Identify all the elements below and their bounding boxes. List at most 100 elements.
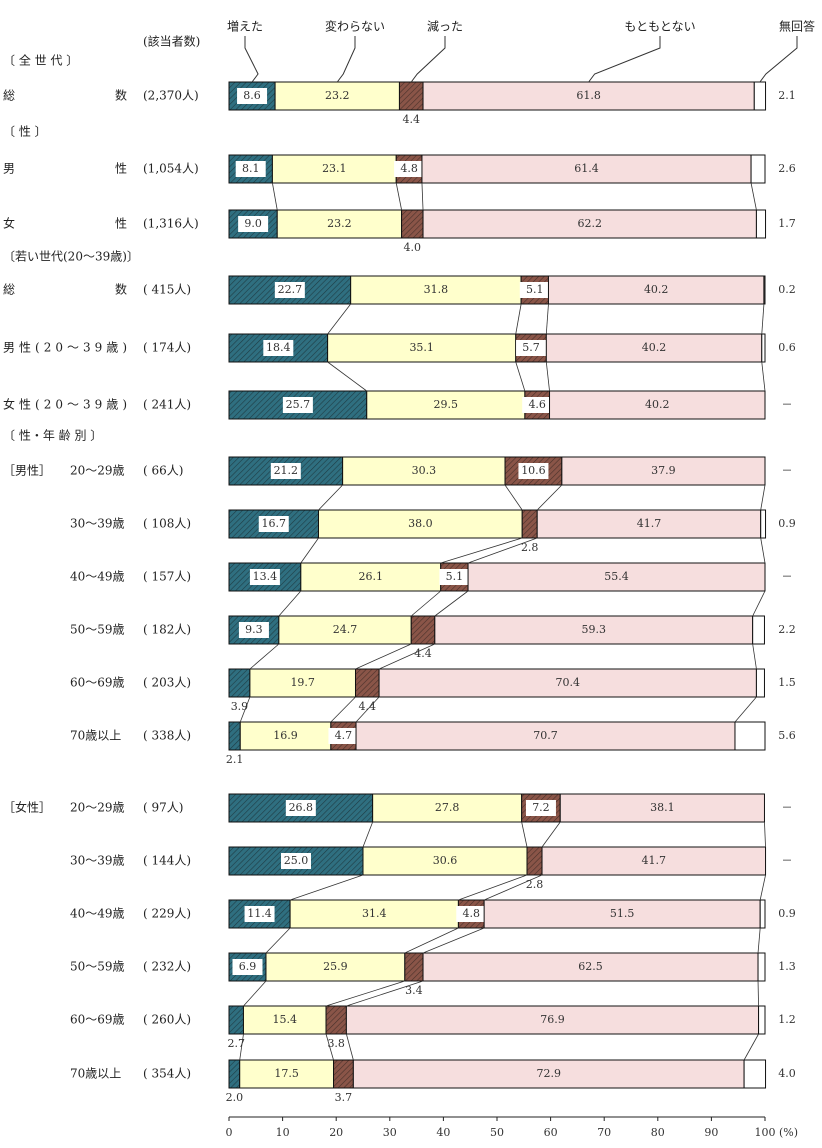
value-label: 11.4 (247, 907, 272, 920)
connector (249, 643, 280, 670)
category-label: 男性(20～39歳) (3, 341, 127, 355)
value-label: 5.1 (446, 570, 464, 583)
label-bg (394, 161, 425, 177)
legend-label: 無回答 (779, 19, 815, 34)
connector (761, 361, 766, 392)
value-label: 6.9 (239, 960, 257, 973)
connector (521, 821, 528, 848)
label-bg (518, 463, 549, 479)
bar-hatch (522, 510, 538, 538)
connector (757, 980, 759, 1007)
value-label: 9.0 (244, 217, 262, 230)
bar-segment (372, 793, 523, 823)
bar-segment (352, 1059, 745, 1089)
connector (330, 696, 356, 723)
bar-segment (366, 390, 526, 420)
connector (467, 537, 538, 564)
value-label: － (782, 398, 793, 411)
bar-segment (362, 846, 528, 876)
bar-segment (249, 668, 356, 698)
count-label: ( 97人) (143, 801, 183, 815)
connector (325, 1033, 334, 1061)
value-label: 35.1 (409, 341, 434, 354)
label-bg (281, 853, 311, 869)
value-label: 18.4 (266, 341, 291, 354)
value-label: 2.8 (521, 541, 539, 554)
legend-label: 減った (427, 19, 463, 34)
label-bg (249, 569, 280, 585)
value-label: 41.7 (637, 517, 662, 530)
count-label: (1,054人) (143, 162, 199, 176)
bar-segment (350, 275, 522, 305)
connector (272, 182, 278, 211)
connector (421, 182, 424, 211)
bar-segment (265, 952, 406, 982)
connector (410, 590, 441, 617)
bar-segment (422, 81, 755, 111)
connector (759, 874, 766, 901)
value-label: 2.2 (778, 623, 796, 636)
value-label: 4.4 (359, 700, 377, 713)
bar-segment (755, 668, 765, 698)
bar-segment (734, 721, 766, 751)
connector (355, 696, 380, 723)
value-label: 7.2 (532, 801, 550, 814)
connector (265, 927, 291, 954)
value-label: 1.2 (778, 1013, 796, 1026)
connector (243, 980, 267, 1007)
count-label: ( 232人) (143, 960, 191, 974)
connector (289, 874, 364, 901)
value-label: 1.3 (778, 960, 796, 973)
bar-segment (750, 154, 766, 184)
bar-hatch (399, 82, 424, 110)
bar-segment (422, 209, 757, 239)
value-label: 23.1 (322, 162, 347, 175)
connector (734, 696, 757, 723)
bar-segment (422, 952, 759, 982)
value-label: 0.9 (778, 907, 796, 920)
value-label: 31.4 (362, 907, 387, 920)
count-label: ( 229人) (143, 907, 191, 921)
connector (760, 537, 766, 564)
x-tick-label: 60 (544, 1126, 558, 1139)
value-label: － (782, 801, 793, 814)
bar-segment (467, 562, 766, 592)
x-tick-label: 50 (490, 1126, 504, 1139)
bar-segment (561, 456, 766, 486)
count-label: ( 174人) (143, 341, 191, 355)
x-tick-label: 0 (226, 1126, 233, 1139)
legend-label: 変わらない (325, 19, 385, 34)
legend-leader (410, 36, 446, 83)
count-label: ( 260人) (143, 1013, 191, 1027)
category-label: 60～69歳 (70, 676, 125, 690)
bar-segment (763, 275, 766, 305)
bar-hatch (229, 669, 250, 697)
value-label: 13.4 (253, 570, 278, 583)
bar-segment (278, 615, 412, 645)
bar-segment (753, 81, 767, 111)
group-label: 〔 性・年 齢 別 〕 (3, 428, 102, 443)
bar-segment (759, 899, 766, 929)
category-label: 総数 (3, 282, 127, 297)
bar-segment (743, 1059, 767, 1089)
bar-segment (757, 952, 766, 982)
value-label: 5.6 (778, 729, 796, 742)
value-label: 8.1 (242, 162, 260, 175)
group-label: 〔 全 世 代 〕 (3, 53, 78, 68)
connector (434, 590, 469, 617)
value-label: 2.6 (778, 162, 796, 175)
value-label: 30.3 (412, 464, 437, 477)
value-label: 16.7 (262, 517, 287, 530)
group-label: 〔 性 〕 (3, 125, 47, 139)
value-label: 38.0 (408, 517, 433, 530)
value-label: 2.0 (226, 1091, 244, 1104)
bar-segment (239, 1059, 335, 1089)
group-label: ［女性］ (3, 800, 51, 815)
connector (515, 303, 522, 335)
value-label: 4.0 (778, 1067, 796, 1080)
bar-hatch (401, 210, 424, 238)
value-label: － (782, 464, 793, 477)
value-label: 41.7 (642, 854, 667, 867)
bar-segment (549, 390, 766, 420)
connector (750, 182, 757, 211)
